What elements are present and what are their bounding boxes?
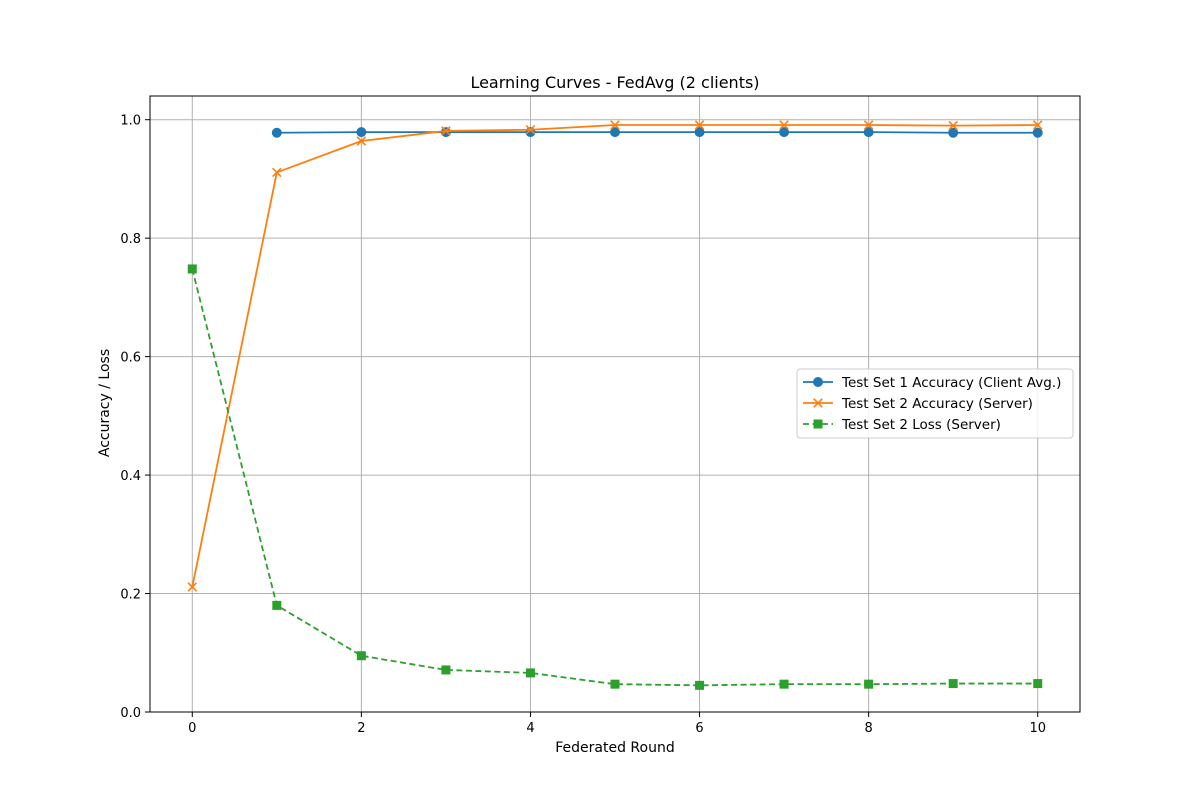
data-point [610,679,620,689]
series-layer [187,120,1043,690]
x-axis-label: Federated Round [555,740,674,756]
data-point [948,120,958,131]
data-point [695,680,705,690]
series-2 [187,120,1043,592]
y-tick-label: 0.4 [120,469,141,484]
x-marker-stroke [610,120,620,130]
x-tick-label: 4 [526,721,534,736]
data-point [272,167,282,178]
legend: Test Set 1 Accuracy (Client Avg.) Test Se… [796,368,1074,439]
x-marker-stroke [272,167,282,178]
plot-frame [149,95,1081,713]
data-point [610,120,620,130]
legend-label: Test Set 2 Loss (Server) [841,417,1001,433]
data-point [1032,127,1043,138]
y-tick-label: 0.6 [120,351,141,366]
x-marker-stroke [779,120,789,130]
x-marker-stroke [356,136,367,146]
x-tick-label: 10 [1029,721,1046,736]
y-tick-label: 0.8 [120,232,141,247]
y-axis-label: Accuracy / Loss [97,349,113,457]
series-1 [271,127,1043,138]
data-point [271,127,282,138]
series-3 [187,264,1043,690]
legend-marker [813,419,823,429]
x-marker-stroke [441,126,451,136]
legend-label: Test Set 2 Accuracy (Server) [841,396,1033,412]
data-point [948,679,958,689]
x-marker-stroke [525,124,536,135]
grid [150,96,1080,713]
x-tick-label: 0 [188,721,196,736]
x-tick-label: 2 [357,721,365,736]
data-point [779,120,789,130]
legend-marker [813,377,823,387]
ticks: 0 2 4 6 8 10 0.0 0.2 0.4 0.6 0.8 1.0 [120,114,1046,736]
y-tick-label: 0.2 [120,588,141,603]
series-line [276,131,1038,134]
data-point [610,127,620,138]
data-point [1032,120,1043,130]
data-point [779,127,790,138]
series-line [191,268,1038,687]
legend-marker [813,398,823,408]
y-tick-label: 1.0 [120,114,141,129]
x-marker-stroke [813,398,823,408]
x-marker-stroke [1032,120,1043,130]
data-point [525,124,536,135]
data-point [356,136,367,146]
x-tick-label: 8 [864,721,872,736]
data-point [779,679,789,689]
legend-entry: Test Set 1 Accuracy (Client Avg.) [803,375,1061,391]
data-point [694,127,705,138]
x-marker-stroke [187,582,198,592]
data-point [1033,679,1043,689]
data-point [187,264,197,274]
x-marker-stroke [694,120,705,130]
data-point [356,651,366,661]
data-point [356,127,367,138]
x-marker-stroke [948,120,958,131]
legend-entry: Test Set 2 Accuracy (Server) [803,396,1033,412]
x-marker-stroke [863,120,874,130]
data-point [272,600,282,610]
data-point [441,126,451,136]
x-tick-label: 6 [695,721,703,736]
data-point [864,679,874,689]
chart-title: Learning Curves - FedAvg (2 clients) [470,73,759,92]
legend-entry: Test Set 2 Loss (Server) [803,417,1001,433]
data-point [525,668,535,678]
data-point [863,127,874,138]
legend-box [796,368,1074,439]
data-point [863,120,874,130]
data-point [694,120,705,130]
data-point [441,665,451,675]
data-point [187,582,198,592]
legend-label: Test Set 1 Accuracy (Client Avg.) [841,375,1061,391]
data-point [948,127,959,138]
y-tick-label: 0.0 [120,706,141,721]
